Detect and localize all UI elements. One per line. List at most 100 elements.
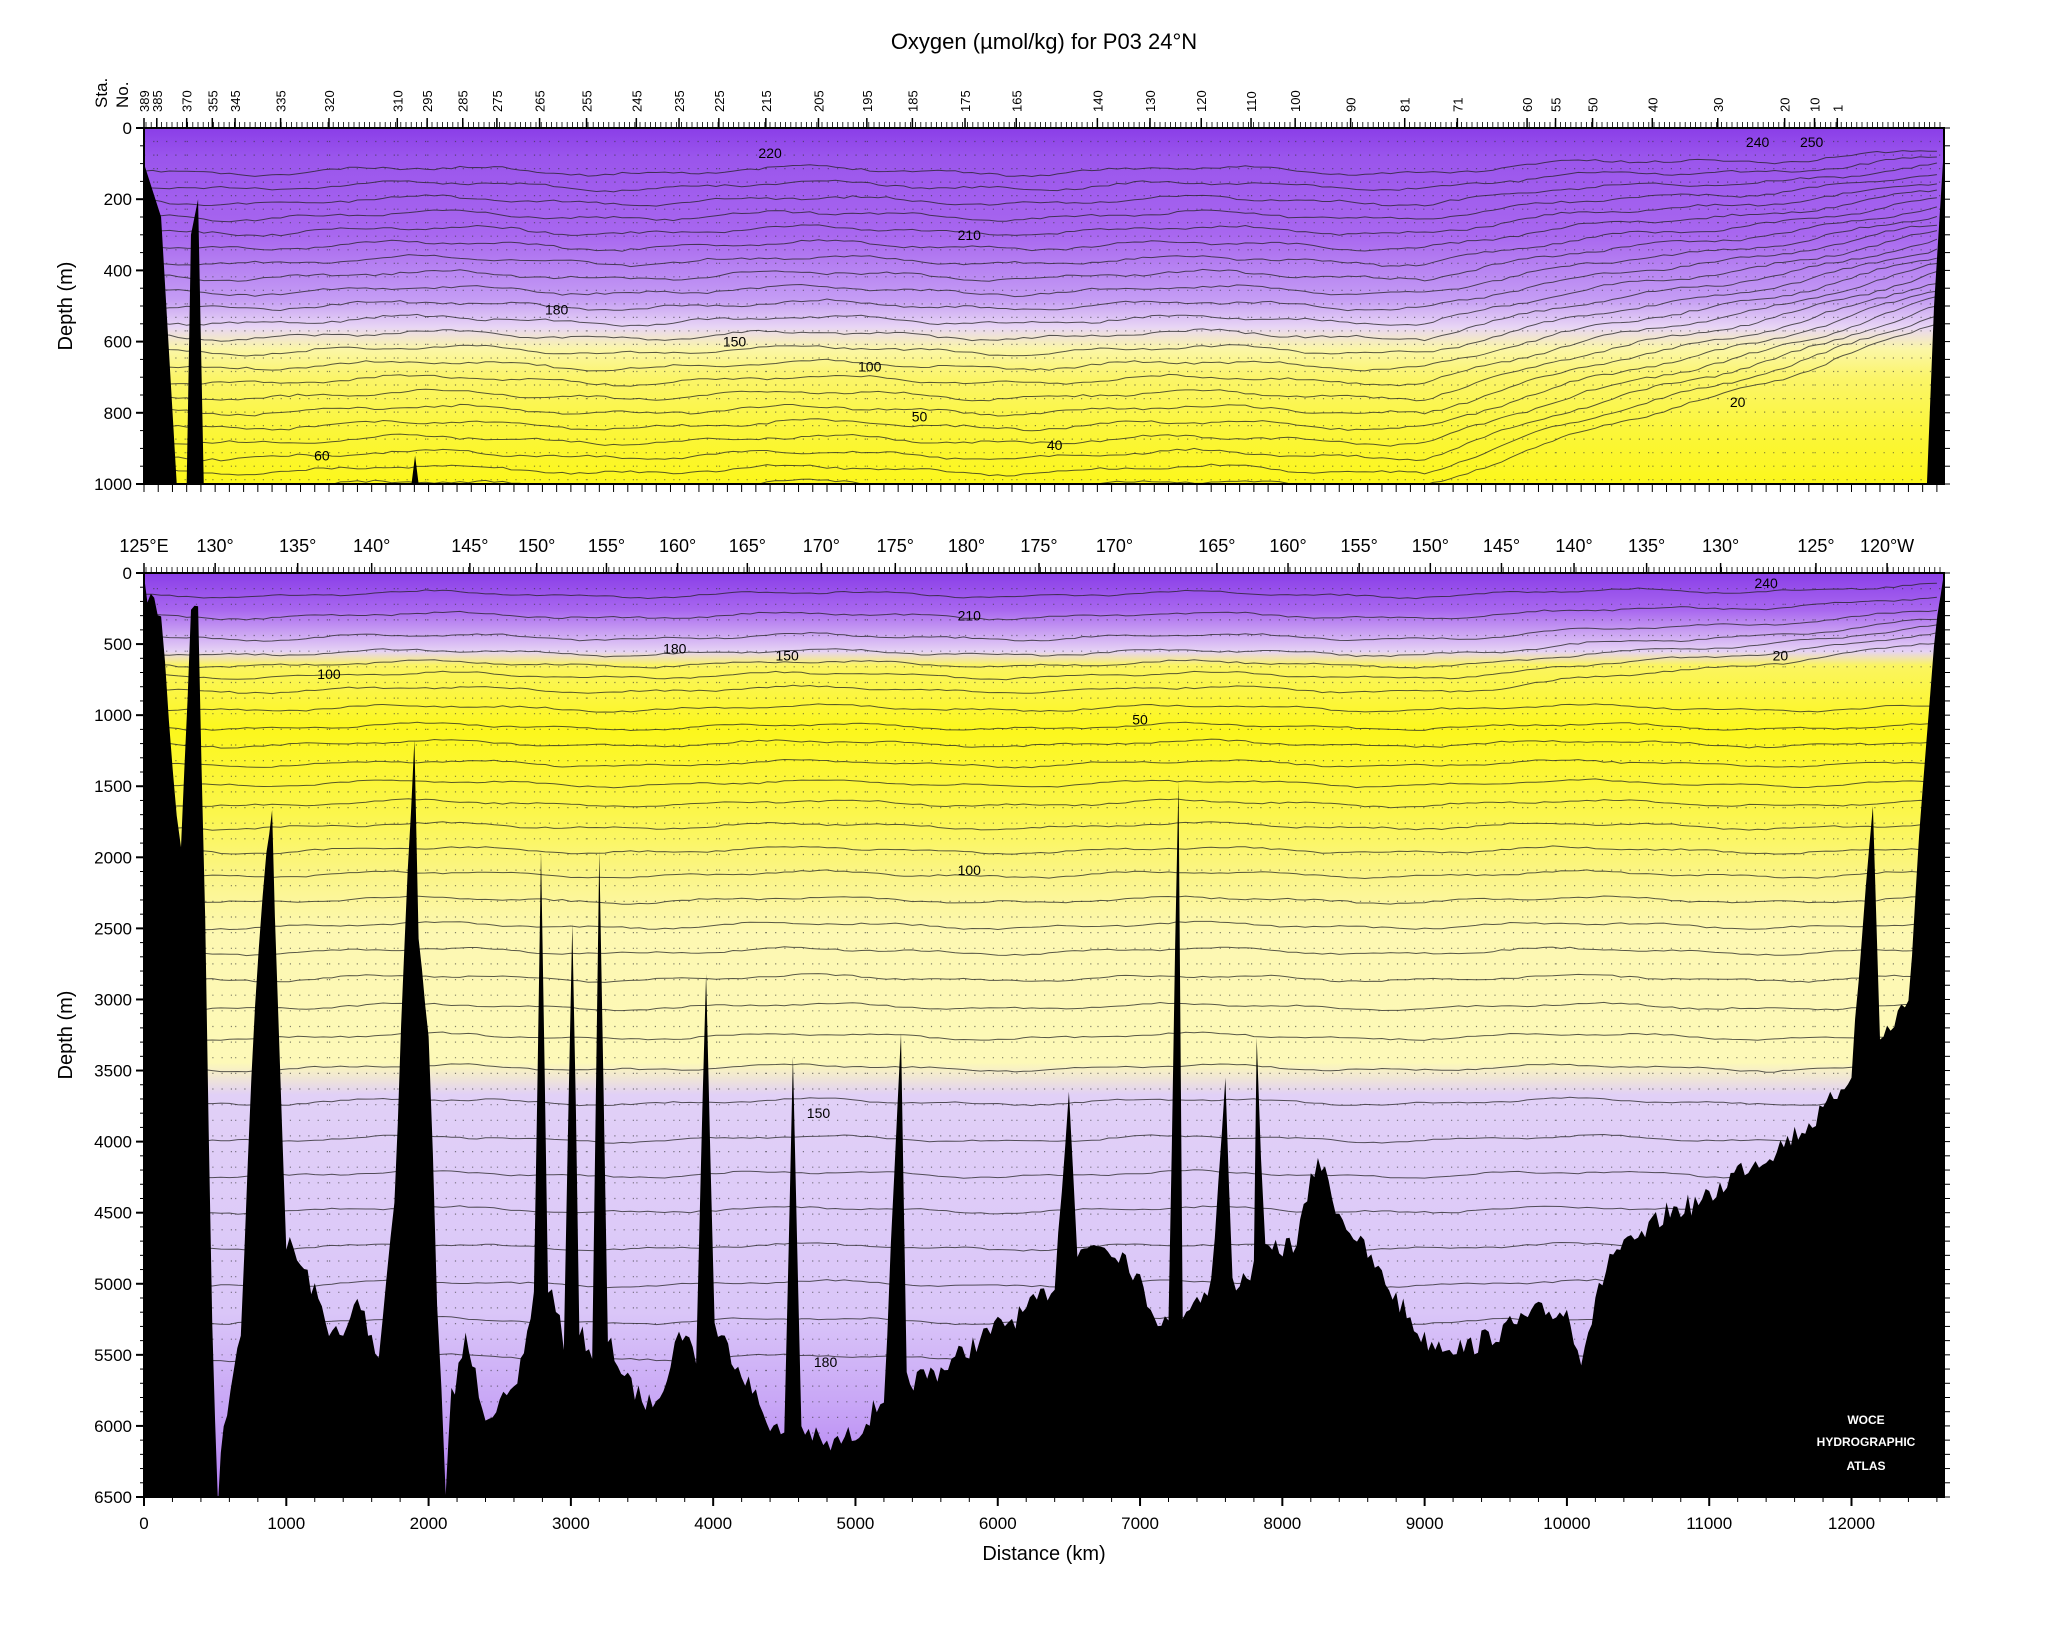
full-contour-line [144, 1133, 1937, 1144]
full-contour-line [144, 721, 1937, 732]
upper-axes: 0 200 400 600 800 1000 [94, 119, 1950, 494]
full-contour-line [144, 869, 1937, 880]
full-x-tick-label: 1000 [267, 1514, 305, 1533]
upper-contour-line [144, 263, 1937, 387]
full-contour-line [144, 778, 1937, 789]
full-y-tick-label: 5000 [94, 1275, 132, 1294]
station-label: 140 [1090, 90, 1105, 112]
longitude-label: 170° [803, 536, 840, 556]
upper-contour-label: 60 [314, 448, 330, 464]
full-contour-label: 100 [958, 862, 982, 878]
longitude-label: 180° [948, 536, 985, 556]
full-y-tick-label: 6000 [94, 1417, 132, 1436]
full-contour-line [144, 946, 1937, 957]
upper-contour-line [144, 305, 1937, 462]
upper-y-tick-label: 800 [104, 404, 132, 423]
station-label: 110 [1244, 91, 1259, 112]
station-label: 370 [180, 90, 195, 112]
full-contour-label: 100 [317, 666, 341, 682]
upper-contour-line [144, 206, 1938, 282]
upper-contour-label: 240 [1746, 134, 1770, 150]
full-contour-line [144, 1096, 1937, 1107]
full-contour-line [144, 1063, 1937, 1073]
station-label: 50 [1586, 98, 1601, 112]
full-contour-line [144, 973, 1937, 983]
full-contour-line [144, 1205, 1937, 1215]
station-label: 90 [1344, 98, 1359, 112]
upper-contour-line [144, 197, 1937, 268]
upper-contour-line [144, 224, 1937, 312]
full-contour-line [144, 642, 1937, 695]
longitude-label: 135° [279, 536, 316, 556]
full-x-tick-label: 12000 [1828, 1514, 1875, 1533]
full-contour-label: 150 [775, 647, 799, 663]
station-label: 389 [137, 90, 152, 112]
upper-ylabel: Depth (m) [55, 262, 77, 351]
full-xlabel: Distance (km) [982, 1543, 1105, 1565]
station-label: 285 [456, 90, 471, 112]
station-label: 235 [672, 90, 687, 112]
full-contour-label: 210 [958, 608, 982, 624]
upper-contour-labels: 220 210 180 150 100 50 40 60 20 240 250 [314, 134, 1824, 464]
upper-contour-line [144, 216, 1938, 298]
full-contour-line [144, 609, 1937, 642]
upper-contour-line [144, 248, 1938, 357]
station-label: 20 [1778, 98, 1793, 112]
upper-field [144, 128, 1944, 484]
station-label: 245 [629, 90, 644, 112]
station-label: 320 [322, 90, 337, 112]
full-panel: 125°E 130° 135° 140° 145° 150° 155° 160° 165° 170… [55, 536, 1950, 1565]
full-contour-line [144, 758, 1937, 769]
full-contour-line [144, 738, 1938, 749]
station-label: 1 [1830, 105, 1845, 112]
longitude-label: 155° [588, 536, 625, 556]
upper-contour-label: 250 [1800, 134, 1824, 150]
station-label: 175 [958, 90, 973, 112]
upper-contour-line [144, 174, 1937, 223]
full-y-tick-label: 3000 [94, 990, 132, 1009]
watermark-line-3: ATLAS [1846, 1459, 1885, 1473]
station-label: 195 [860, 90, 875, 112]
upper-contour-label: 180 [545, 302, 569, 318]
woce-watermark: WOCE HYDROGRAPHIC ATLAS [1817, 1413, 1916, 1473]
longitude-label: 130° [197, 536, 234, 556]
full-y-tick-label: 6500 [94, 1488, 132, 1507]
full-y-tick-label: 2000 [94, 848, 132, 867]
full-contour-line [144, 624, 1937, 669]
station-label: 215 [759, 90, 774, 112]
station-label: 130 [1143, 90, 1158, 112]
watermark-line-1: WOCE [1847, 1413, 1884, 1427]
full-contour-line [144, 596, 1937, 621]
upper-contour-line [331, 323, 1938, 484]
upper-y-tick-label: 200 [104, 190, 132, 209]
longitude-label: 130° [1702, 536, 1739, 556]
station-axis-label-2: No. [113, 82, 132, 108]
full-contour-label: 180 [663, 640, 687, 656]
longitude-label: 160° [659, 536, 696, 556]
full-y-tick-label: 1500 [94, 777, 132, 796]
station-label: 345 [228, 90, 243, 112]
full-contour-line [144, 582, 1937, 600]
upper-contour-line [144, 271, 1938, 402]
longitude-label: 135° [1628, 536, 1665, 556]
full-y-tick-label: 4500 [94, 1204, 132, 1223]
upper-y-tick-label: 0 [123, 119, 132, 138]
longitude-label: 145° [1483, 536, 1520, 556]
full-y-tick-label: 2500 [94, 919, 132, 938]
full-contour-line [144, 1001, 1937, 1012]
upper-contour-line [144, 189, 1937, 252]
station-label: 165 [1009, 90, 1024, 112]
full-contour-line [144, 845, 1937, 855]
full-x-tick-label: 2000 [410, 1514, 448, 1533]
station-label: 205 [811, 90, 826, 112]
full-y-tick-label: 0 [123, 564, 132, 583]
longitude-label: 150° [518, 536, 555, 556]
upper-contour-line [144, 156, 1937, 193]
full-x-tick-label: 6000 [979, 1514, 1017, 1533]
station-label: 385 [150, 90, 165, 112]
longitude-label: 165° [1198, 536, 1235, 556]
full-contour-line [144, 632, 1938, 681]
station-label: 335 [274, 90, 289, 112]
full-x-tick-label: 11000 [1686, 1514, 1732, 1533]
